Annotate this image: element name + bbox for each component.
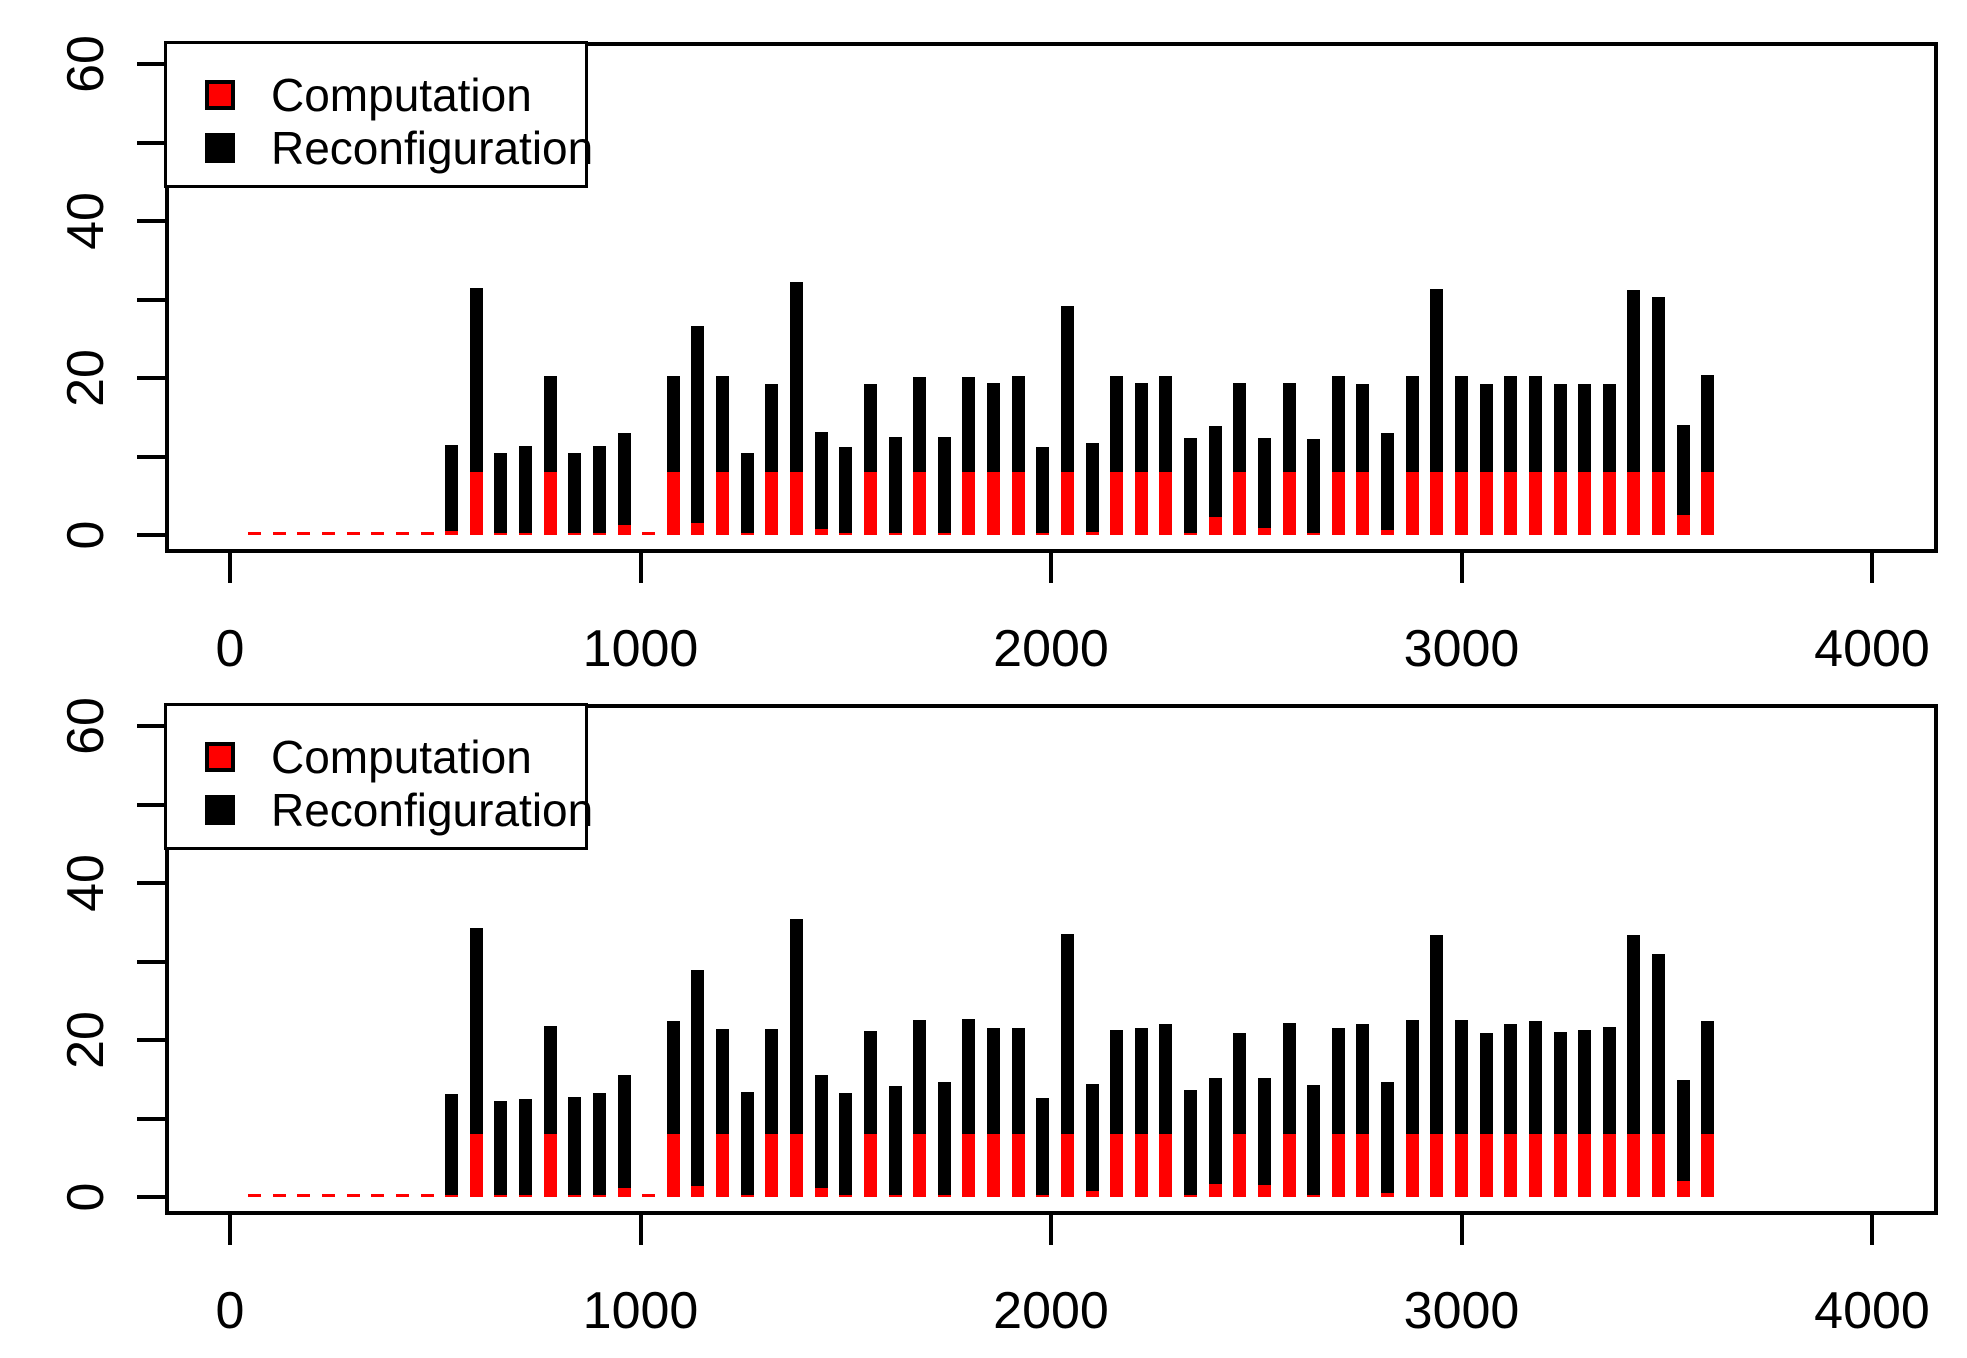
computation-swatch-icon [205,742,235,772]
y-axis-tick [137,959,165,964]
x-axis-tick [228,1215,232,1245]
y-axis-tick [137,724,165,728]
y-axis-tick [137,376,165,380]
x-axis-tick [1870,553,1874,583]
reconfiguration-swatch-icon [205,795,235,825]
legend-label-reconfiguration: Reconfiguration [271,784,594,836]
y-axis-tick [137,219,165,223]
y-axis-tick [137,297,165,302]
y-axis-tick [137,62,165,66]
x-tick-label: 4000 [1814,1282,1930,1340]
legend-label-reconfiguration: Reconfiguration [271,122,594,174]
x-tick-label: 3000 [1403,1282,1520,1340]
y-tick-label: 40 [57,854,115,912]
y-axis-tick [137,881,165,885]
y-tick-label: 60 [57,697,115,755]
x-tick-label: 2000 [993,1282,1109,1340]
x-tick-label: 0 [215,620,245,678]
reconfiguration-swatch-icon [205,133,235,163]
x-tick-label: 0 [215,1282,245,1340]
x-axis-tick [638,1215,643,1245]
y-axis-tick [137,454,165,459]
x-tick-label: 1000 [582,1282,699,1340]
x-tick-label: 1000 [582,620,699,678]
x-tick-label: 3000 [1403,620,1520,678]
bottom-plot-legend: Computation Reconfiguration [164,703,593,850]
x-tick-label: 4000 [1814,620,1930,678]
y-tick-label: 40 [57,192,115,250]
y-axis-tick [137,533,165,537]
y-tick-label: 0 [57,520,115,550]
y-axis-tick [137,1116,165,1121]
x-axis-tick [1049,553,1053,583]
bottom-plot-frame [165,704,1938,1215]
y-tick-label: 0 [57,1182,115,1212]
y-tick-label: 20 [57,349,115,407]
y-tick-label: 60 [57,35,115,93]
x-axis-tick [228,553,232,583]
y-axis-tick [137,1195,165,1199]
top-plot-legend: Computation Reconfiguration [164,41,593,188]
y-axis-tick [137,802,165,807]
x-tick-label: 2000 [993,620,1109,678]
x-axis-tick [1459,553,1464,583]
legend-label-computation: Computation [271,731,532,783]
x-axis-tick [638,553,643,583]
y-tick-label: 20 [57,1011,115,1069]
y-axis-tick [137,1038,165,1042]
y-axis-tick [137,140,165,145]
top-plot-frame [165,42,1938,553]
x-axis-tick [1459,1215,1464,1245]
computation-swatch-icon [205,80,235,110]
x-axis-tick [1870,1215,1874,1245]
legend-label-computation: Computation [271,69,532,121]
x-axis-tick [1049,1215,1053,1245]
